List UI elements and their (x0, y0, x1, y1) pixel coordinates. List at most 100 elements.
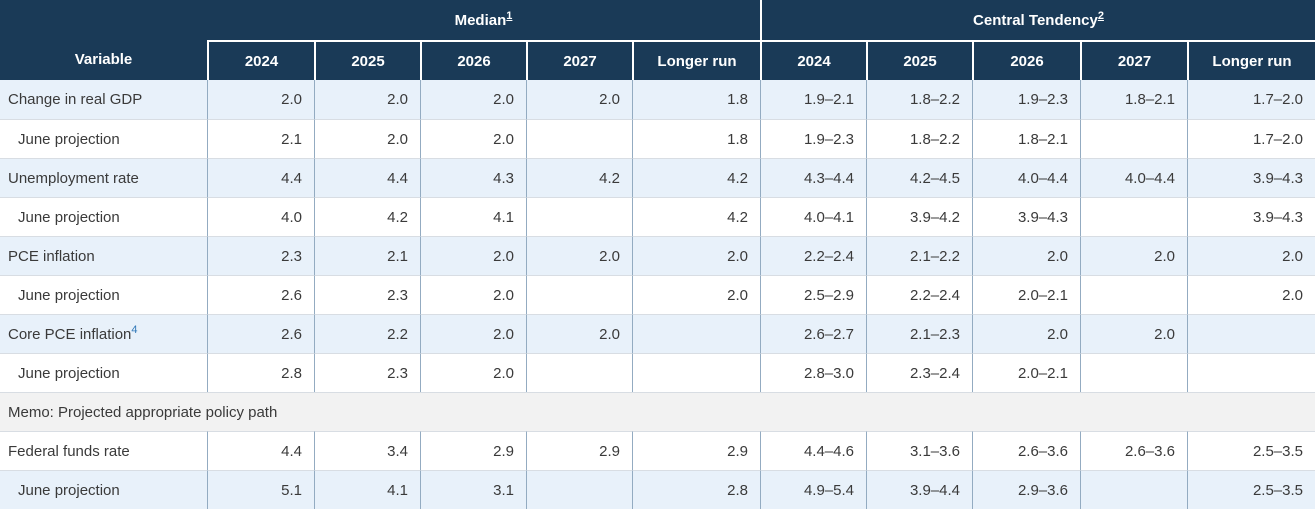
value-cell: 2.3–2.4 (866, 353, 972, 392)
value-cell: 2.6 (207, 275, 314, 314)
value-cell: 2.1 (314, 236, 420, 275)
table-row: June projection 5.1 4.1 3.1 2.8 4.9–5.4 3.9–4.… (0, 470, 1315, 509)
value-cell: 4.0–4.4 (1080, 158, 1187, 197)
value-cell: 3.4 (314, 431, 420, 470)
value-cell: 4.1 (420, 197, 526, 236)
table-row: Unemployment rate 4.4 4.4 4.3 4.2 4.2 4.3–4.4 4… (0, 158, 1315, 197)
value-cell: 2.6–3.6 (1080, 431, 1187, 470)
row-label: June projection (0, 119, 207, 158)
value-cell: 2.3 (314, 353, 420, 392)
value-cell: 1.8 (632, 80, 760, 119)
table-row: Core PCE inflation4 2.6 2.2 2.0 2.0 2.6–2.7 2.… (0, 314, 1315, 353)
value-cell: 2.0 (1080, 314, 1187, 353)
ct-year-header-longer-run: Longer run (1187, 40, 1315, 80)
table-row: June projection 2.8 2.3 2.0 2.8–3.0 2.3–2.4 2.… (0, 353, 1315, 392)
value-cell: 4.4 (314, 158, 420, 197)
table-body: Change in real GDP 2.0 2.0 2.0 2.0 1.8 1.9–2.1… (0, 80, 1315, 509)
value-cell: 2.2–2.4 (760, 236, 866, 275)
value-cell: 1.8–2.2 (866, 119, 972, 158)
footnote-4-link[interactable]: 4 (131, 323, 138, 336)
value-cell (1187, 353, 1315, 392)
value-cell: 4.4 (207, 431, 314, 470)
value-cell (1080, 197, 1187, 236)
median-group-label: Median (454, 11, 507, 29)
table-row: June projection 2.6 2.3 2.0 2.0 2.5–2.9 2.2–2.… (0, 275, 1315, 314)
value-cell: 2.8 (632, 470, 760, 509)
value-cell: 3.1 (420, 470, 526, 509)
value-cell: 3.1–3.6 (866, 431, 972, 470)
year-header-row: 2024 2025 2026 2027 Longer run 2024 2025… (0, 40, 1315, 80)
value-cell: 2.9 (420, 431, 526, 470)
value-cell (526, 119, 632, 158)
row-label: June projection (0, 353, 207, 392)
median-year-header-2026: 2026 (420, 40, 526, 80)
value-cell (1080, 470, 1187, 509)
value-cell (526, 197, 632, 236)
value-cell: 3.9–4.2 (866, 197, 972, 236)
value-cell: 2.0 (526, 236, 632, 275)
table-row: June projection 2.1 2.0 2.0 1.8 1.9–2.3 1.8–2.… (0, 119, 1315, 158)
table-row: June projection 4.0 4.2 4.1 4.2 4.0–4.1 3.9–4.… (0, 197, 1315, 236)
value-cell: 4.3 (420, 158, 526, 197)
value-cell: 1.8–2.2 (866, 80, 972, 119)
row-label: PCE inflation (0, 236, 207, 275)
value-cell: 2.1–2.2 (866, 236, 972, 275)
value-cell: 2.0 (314, 80, 420, 119)
memo-label: Memo: Projected appropriate policy path (0, 392, 1315, 431)
value-cell: 2.9 (526, 431, 632, 470)
value-cell: 2.9–3.6 (972, 470, 1080, 509)
value-cell: 2.0 (420, 119, 526, 158)
memo-row: Memo: Projected appropriate policy path (0, 392, 1315, 431)
value-cell: 2.5–2.9 (760, 275, 866, 314)
value-cell: 1.7–2.0 (1187, 119, 1315, 158)
median-year-header-2027: 2027 (526, 40, 632, 80)
value-cell: 4.2 (526, 158, 632, 197)
value-cell: 2.0 (420, 236, 526, 275)
value-cell (1080, 275, 1187, 314)
group-header-row: Variable Median1 Central Tendency2 (0, 0, 1315, 80)
value-cell: 2.0 (420, 80, 526, 119)
value-cell: 2.2–2.4 (866, 275, 972, 314)
value-cell: 2.0–2.1 (972, 353, 1080, 392)
table-row: Change in real GDP 2.0 2.0 2.0 2.0 1.8 1.9–2.1… (0, 80, 1315, 119)
value-cell: 2.0 (972, 314, 1080, 353)
value-cell: 2.2 (314, 314, 420, 353)
median-year-header-longer-run: Longer run (632, 40, 760, 80)
value-cell: 4.2 (632, 197, 760, 236)
value-cell: 2.0 (1187, 275, 1315, 314)
value-cell: 2.9 (632, 431, 760, 470)
footnote-2-link[interactable]: 2 (1097, 9, 1104, 22)
footnote-1-link[interactable]: 1 (506, 9, 513, 22)
value-cell (526, 470, 632, 509)
value-cell: 4.2 (314, 197, 420, 236)
value-cell: 2.0 (314, 119, 420, 158)
value-cell: 2.6–2.7 (760, 314, 866, 353)
row-label: Federal funds rate (0, 431, 207, 470)
value-cell: 2.0 (972, 236, 1080, 275)
table-header: Variable Median1 Central Tendency2 2024 … (0, 0, 1315, 80)
value-cell: 4.4–4.6 (760, 431, 866, 470)
value-cell: 4.3–4.4 (760, 158, 866, 197)
value-cell: 2.3 (314, 275, 420, 314)
median-year-header-2024: 2024 (207, 40, 314, 80)
value-cell: 1.7–2.0 (1187, 80, 1315, 119)
median-group-header: Median1 (207, 0, 760, 40)
value-cell: 4.2–4.5 (866, 158, 972, 197)
value-cell: 2.0 (526, 80, 632, 119)
row-label: June projection (0, 197, 207, 236)
row-label: Unemployment rate (0, 158, 207, 197)
value-cell: 3.9–4.3 (972, 197, 1080, 236)
value-cell (1080, 119, 1187, 158)
value-cell (1187, 314, 1315, 353)
value-cell: 1.8–2.1 (1080, 80, 1187, 119)
row-label: June projection (0, 470, 207, 509)
value-cell: 2.0 (632, 275, 760, 314)
value-cell: 4.2 (632, 158, 760, 197)
value-cell (632, 353, 760, 392)
ct-year-header-2026: 2026 (972, 40, 1080, 80)
value-cell: 1.9–2.3 (760, 119, 866, 158)
value-cell: 2.6–3.6 (972, 431, 1080, 470)
ct-year-header-2024: 2024 (760, 40, 866, 80)
value-cell: 2.0 (632, 236, 760, 275)
